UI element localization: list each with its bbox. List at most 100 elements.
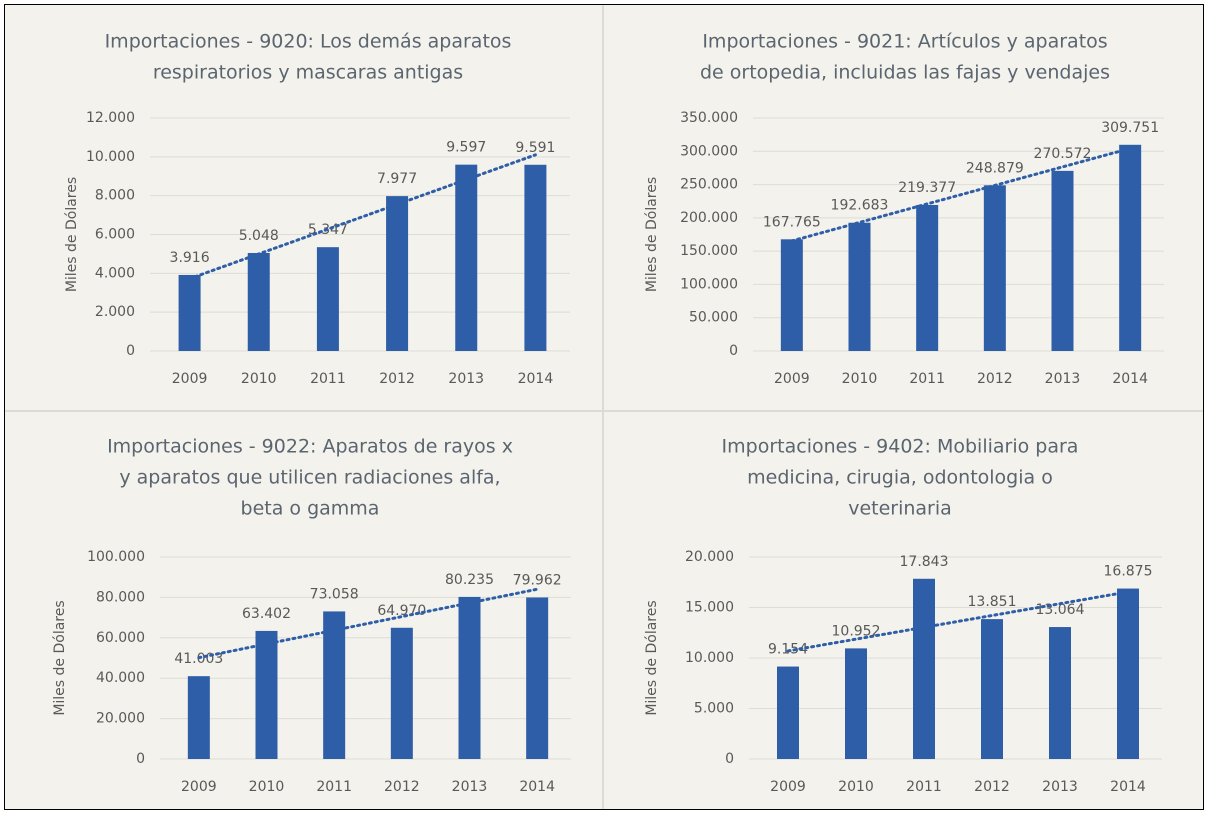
- bar: [848, 222, 871, 351]
- y-axis-label: Miles de Dólares: [52, 600, 68, 715]
- bar: [178, 274, 201, 351]
- chart-title: Importaciones - 9021: Artículos y aparat…: [702, 31, 1107, 53]
- bar: [390, 627, 413, 759]
- x-tick-label: 2010: [842, 371, 878, 387]
- bar: [845, 648, 867, 759]
- y-tick-label: 15.000: [685, 600, 734, 616]
- x-tick-label: 2009: [774, 371, 810, 387]
- data-label: 64.970: [377, 603, 426, 619]
- chart-title: de ortopedia, incluidas las fajas y vend…: [700, 62, 1110, 84]
- y-tick-label: 0: [126, 343, 135, 359]
- x-tick-label: 2011: [906, 779, 942, 795]
- bar: [316, 247, 339, 351]
- data-label: 80.235: [445, 572, 494, 588]
- y-tick-label: 40.000: [96, 670, 145, 686]
- data-label: 16.875: [1104, 564, 1153, 580]
- y-tick-label: 150.000: [680, 243, 738, 259]
- y-tick-label: 12.000: [86, 110, 135, 126]
- y-tick-label: 2.000: [95, 304, 135, 320]
- x-tick-label: 2013: [1042, 779, 1078, 795]
- trendline: [790, 146, 1132, 243]
- x-tick-label: 2013: [448, 371, 484, 387]
- x-tick-label: 2014: [1110, 779, 1146, 795]
- x-tick-label: 2009: [181, 779, 217, 795]
- x-tick-label: 2013: [452, 779, 488, 795]
- data-label: 9.597: [446, 140, 486, 156]
- x-tick-label: 2009: [172, 371, 208, 387]
- bar: [323, 611, 346, 759]
- data-label: 73.058: [310, 586, 359, 602]
- bar: [187, 676, 210, 759]
- x-tick-label: 2012: [379, 371, 415, 387]
- y-tick-label: 0: [136, 751, 145, 767]
- bar: [780, 239, 803, 351]
- chart-title: medicina, cirugia, odontologia o: [747, 467, 1053, 489]
- data-label: 219.377: [898, 180, 956, 196]
- data-label: 3.916: [170, 250, 210, 266]
- x-tick-label: 2014: [518, 371, 554, 387]
- y-tick-label: 50.000: [689, 310, 738, 326]
- x-tick-label: 2014: [519, 779, 555, 795]
- bar: [777, 666, 799, 759]
- y-tick-label: 4.000: [95, 265, 135, 281]
- x-tick-label: 2011: [316, 779, 352, 795]
- chart-title: Importaciones - 9020: Los demás aparatos: [105, 31, 512, 53]
- x-tick-label: 2011: [310, 371, 346, 387]
- data-label: 79.962: [513, 572, 562, 588]
- chart-title: respiratorios y mascaras antigas: [153, 62, 463, 84]
- bar: [524, 164, 547, 351]
- y-tick-label: 10.000: [685, 650, 734, 666]
- y-tick-label: 350.000: [680, 110, 738, 126]
- data-label: 10.952: [832, 623, 881, 639]
- y-axis-label: Miles de Dólares: [644, 600, 660, 715]
- y-tick-label: 60.000: [96, 630, 145, 646]
- chart-title: beta o gamma: [241, 498, 380, 520]
- bar: [913, 578, 935, 759]
- data-label: 63.402: [242, 606, 291, 622]
- y-tick-label: 200.000: [680, 210, 738, 226]
- bar: [247, 252, 270, 351]
- x-tick-label: 2011: [909, 371, 945, 387]
- y-tick-label: 10.000: [86, 149, 135, 165]
- trendline: [786, 590, 1130, 653]
- bar: [1049, 627, 1071, 759]
- y-axis-label: Miles de Dólares: [644, 177, 660, 292]
- y-tick-label: 20.000: [96, 711, 145, 727]
- trendline: [197, 587, 539, 660]
- bar: [386, 196, 409, 351]
- x-tick-label: 2010: [249, 779, 285, 795]
- x-tick-label: 2010: [241, 371, 277, 387]
- x-tick-label: 2009: [770, 779, 806, 795]
- trendline: [188, 153, 537, 281]
- data-label: 167.765: [763, 214, 821, 230]
- chart-title: y aparatos que utilicen radiaciones alfa…: [119, 467, 500, 489]
- chart-title: Importaciones - 9022: Aparatos de rayos …: [107, 436, 513, 458]
- bar: [455, 164, 478, 351]
- bar: [916, 204, 939, 351]
- y-tick-label: 250.000: [680, 177, 738, 193]
- x-tick-label: 2010: [838, 779, 874, 795]
- data-label: 9.591: [515, 140, 555, 156]
- data-label: 17.843: [900, 554, 949, 570]
- x-tick-label: 2012: [974, 779, 1010, 795]
- y-tick-label: 100.000: [680, 276, 738, 292]
- y-tick-label: 0: [729, 343, 738, 359]
- y-tick-label: 20.000: [685, 549, 734, 565]
- chart-title: Importaciones - 9402: Mobiliario para: [722, 436, 1079, 458]
- bar: [1119, 144, 1142, 351]
- data-label: 309.751: [1101, 120, 1159, 136]
- x-tick-label: 2013: [1045, 371, 1081, 387]
- bar: [983, 185, 1006, 351]
- x-tick-label: 2014: [1112, 371, 1148, 387]
- x-tick-label: 2012: [384, 779, 420, 795]
- data-label: 5.048: [239, 228, 279, 244]
- data-label: 7.977: [377, 171, 417, 187]
- y-tick-label: 5.000: [694, 701, 734, 717]
- chart-title: veterinaria: [848, 498, 952, 520]
- y-tick-label: 80.000: [96, 589, 145, 605]
- bar: [526, 597, 549, 759]
- y-tick-label: 100.000: [87, 549, 145, 565]
- bar: [1051, 170, 1074, 351]
- y-axis-label: Miles de Dólares: [64, 177, 80, 292]
